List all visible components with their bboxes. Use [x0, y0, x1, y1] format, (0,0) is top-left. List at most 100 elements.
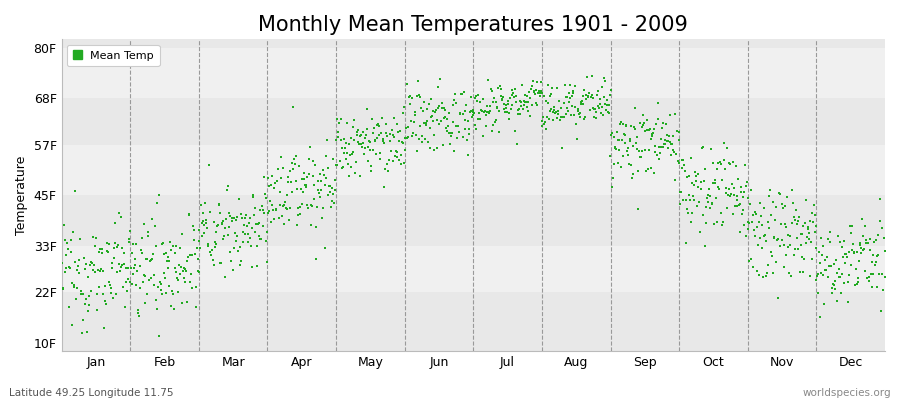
Point [852, 258, 867, 264]
Point [470, 98, 484, 104]
Point [587, 106, 601, 112]
Point [462, 131, 476, 137]
Point [542, 116, 556, 123]
Point [326, 156, 340, 163]
Point [772, 242, 787, 249]
Point [346, 149, 360, 155]
Point [65, 280, 79, 286]
Point [276, 202, 291, 208]
Point [498, 109, 512, 115]
Point [534, 88, 548, 94]
Point [483, 102, 498, 109]
Point [77, 301, 92, 308]
Point [295, 176, 310, 182]
Point [97, 325, 112, 332]
Point [274, 154, 288, 160]
Point [722, 160, 736, 167]
Point [695, 145, 709, 151]
Point [158, 275, 172, 281]
Point [262, 208, 276, 214]
Point [765, 253, 779, 259]
Point [70, 267, 85, 274]
Point [230, 238, 244, 244]
Point [734, 188, 749, 195]
Point [554, 104, 568, 111]
Point [878, 274, 892, 280]
Point [473, 107, 488, 113]
Point [742, 226, 756, 232]
Point [837, 238, 851, 244]
Point [763, 249, 778, 255]
Point [131, 307, 146, 314]
Point [649, 120, 663, 127]
Point [730, 196, 744, 203]
Point [775, 200, 789, 207]
Point [714, 161, 728, 167]
Point [60, 246, 75, 252]
Point [315, 214, 329, 221]
Point [479, 122, 493, 129]
Point [795, 254, 809, 260]
Point [698, 166, 712, 172]
Point [310, 187, 325, 194]
Point [121, 276, 135, 282]
Point [192, 269, 206, 275]
Point [90, 307, 104, 313]
Point [250, 243, 265, 250]
Point [206, 219, 220, 225]
Point [486, 99, 500, 105]
Point [756, 233, 770, 239]
Point [843, 223, 858, 229]
Point [602, 102, 616, 109]
Point [373, 132, 387, 138]
Point [836, 254, 850, 260]
Point [409, 132, 423, 138]
Point [369, 150, 383, 157]
Point [373, 156, 387, 162]
Point [840, 254, 854, 260]
Point [146, 251, 160, 257]
Point [283, 204, 297, 211]
Point [490, 104, 504, 111]
Point [103, 282, 117, 288]
Point [111, 242, 125, 248]
Point [458, 107, 473, 114]
Point [652, 156, 666, 162]
Point [391, 154, 405, 160]
Point [194, 202, 208, 208]
Point [854, 245, 868, 251]
Point [375, 138, 390, 145]
Point [715, 222, 729, 228]
Point [82, 302, 96, 308]
Point [814, 252, 829, 258]
Point [432, 103, 446, 109]
Point [517, 98, 531, 104]
Point [605, 130, 619, 136]
Point [237, 222, 251, 228]
Point [544, 85, 559, 92]
Point [781, 232, 796, 238]
Point [788, 246, 803, 252]
Point [629, 134, 643, 140]
Point [145, 216, 159, 222]
Point [455, 111, 470, 117]
Point [218, 225, 232, 232]
Point [482, 108, 496, 115]
Point [598, 107, 613, 114]
Point [209, 228, 223, 235]
Point [136, 221, 150, 228]
Point [247, 212, 261, 218]
Point [487, 95, 501, 101]
Point [345, 151, 359, 157]
Point [764, 211, 778, 218]
Point [104, 284, 118, 291]
Point [522, 88, 536, 95]
Point [198, 199, 212, 206]
Point [201, 243, 215, 249]
Point [328, 137, 343, 144]
Point [190, 256, 204, 262]
Point [640, 127, 654, 133]
Point [870, 252, 885, 258]
Point [638, 147, 652, 154]
Point [798, 197, 813, 203]
